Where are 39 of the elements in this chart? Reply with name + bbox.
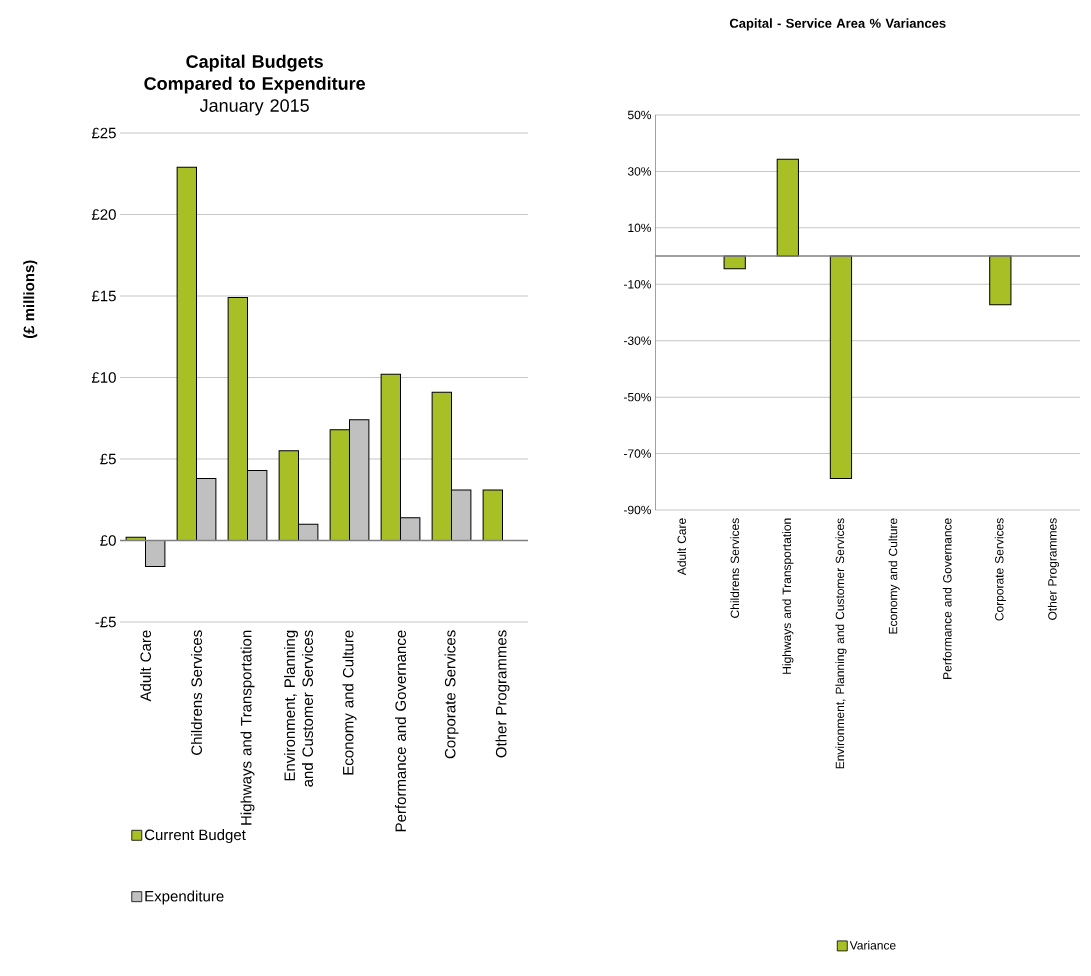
x-tick-label: Environment, Planning and Customer Services — [835, 518, 847, 769]
x-tick-label: Performance and Governance — [942, 518, 952, 679]
y-tick-label: £5 — [100, 453, 116, 465]
x-tick-label: Other Programmes — [1047, 518, 1060, 620]
y-tick-label: £25 — [91, 127, 116, 139]
y-tick-label: £10 — [91, 372, 116, 383]
x-tick-label: Adult Care — [140, 630, 152, 702]
x-tick-label: Corporate Services — [444, 630, 459, 759]
y-tick-label: £20 — [91, 209, 116, 220]
y-tick-label: -30% — [624, 336, 652, 345]
y-tick-label: -70% — [624, 449, 652, 458]
x-tick-label: Performance and Governance — [395, 630, 407, 832]
x-tick-label: Highways and Transportation — [782, 518, 794, 674]
x-tick-label: Other Programmes — [495, 630, 510, 758]
y-tick-label: -90% — [624, 505, 652, 515]
x-tick-label: Highways and Transportation — [240, 630, 255, 825]
x-tick-label: Childrens Services — [730, 518, 740, 618]
legend-label: Variance — [849, 940, 896, 950]
y-tick-label: 30% — [627, 167, 652, 176]
chart-title: Capital Budgets Compared to Expenditure — [144, 54, 366, 94]
x-tick-label: Childrens Services — [191, 630, 203, 755]
x-tick-label: Economy and Culture — [342, 630, 357, 775]
y-tick-label: -10% — [624, 280, 652, 289]
x-tick-label: Environment, Planning and Customer Services — [284, 630, 314, 787]
y-axis-title: (£ millions) — [23, 260, 38, 339]
chart-subtitle: January 2015 — [199, 99, 309, 116]
y-tick-label: 50% — [627, 110, 652, 120]
y-tick-label: £0 — [100, 535, 116, 546]
bar — [482, 489, 503, 541]
y-tick-label: £15 — [91, 290, 116, 302]
y-tick-label: -50% — [624, 392, 652, 402]
x-tick-label: Adult Care — [677, 518, 686, 576]
legend-label: Expenditure — [145, 890, 224, 905]
chart-title: Capital - Service Area % Variances — [729, 18, 946, 31]
legend-label: Current Budget — [144, 829, 246, 844]
y-tick-label: 10% — [628, 223, 652, 233]
x-tick-label: Corporate Services — [994, 518, 1006, 621]
x-tick-label: Economy and Culture — [888, 518, 900, 634]
y-tick-label: -£5 — [95, 616, 116, 628]
